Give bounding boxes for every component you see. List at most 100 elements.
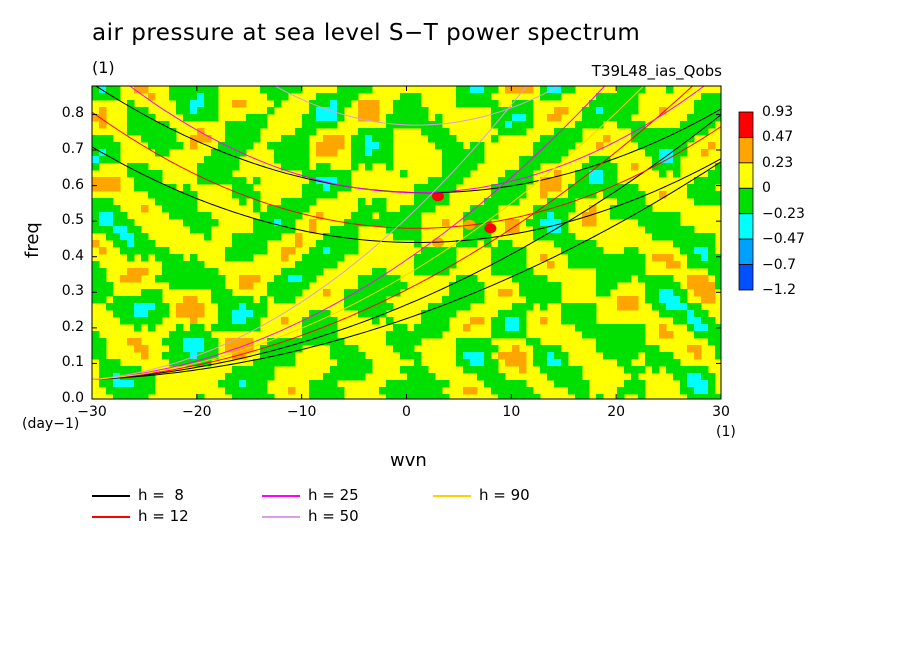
field-cell xyxy=(351,135,359,143)
field-cell xyxy=(92,114,100,122)
field-cell xyxy=(99,289,107,297)
field-cell xyxy=(267,394,275,399)
field-cell xyxy=(344,177,352,185)
field-cell xyxy=(386,282,394,290)
field-cell xyxy=(512,226,520,234)
field-cell xyxy=(617,331,625,339)
field-cell xyxy=(442,296,450,304)
field-cell xyxy=(603,254,611,262)
field-cell xyxy=(624,275,632,283)
field-cell xyxy=(288,275,296,283)
field-cell xyxy=(589,114,597,122)
field-cell xyxy=(540,296,548,304)
field-cell xyxy=(533,345,541,353)
field-cell xyxy=(407,219,415,227)
field-cell xyxy=(687,387,695,395)
field-cell xyxy=(316,170,324,178)
field-cell xyxy=(505,86,513,94)
field-cell xyxy=(638,128,646,136)
field-cell xyxy=(624,100,632,108)
field-cell xyxy=(155,254,163,262)
field-cell xyxy=(484,345,492,353)
field-cell xyxy=(99,373,107,381)
field-cell xyxy=(358,156,366,164)
field-cell xyxy=(372,156,380,164)
field-cell xyxy=(673,289,681,297)
field-cell xyxy=(498,261,506,269)
field-cell xyxy=(547,184,555,192)
field-cell xyxy=(659,275,667,283)
field-cell xyxy=(610,268,618,276)
field-cell xyxy=(239,142,247,150)
field-cell xyxy=(190,282,198,290)
field-cell xyxy=(372,128,380,136)
field-cell xyxy=(638,205,646,213)
field-cell xyxy=(603,93,611,101)
field-cell xyxy=(470,359,478,367)
field-cell xyxy=(631,212,639,220)
field-cell xyxy=(617,86,625,94)
field-cell xyxy=(519,317,527,325)
field-cell xyxy=(176,254,184,262)
field-cell xyxy=(176,331,184,339)
field-cell xyxy=(351,352,359,360)
field-cell xyxy=(589,261,597,269)
field-cell xyxy=(673,128,681,136)
field-cell xyxy=(141,317,149,325)
field-cell xyxy=(302,317,310,325)
field-cell xyxy=(204,352,212,360)
field-cell xyxy=(267,289,275,297)
field-cell xyxy=(330,191,338,199)
field-cell xyxy=(92,184,100,192)
field-cell xyxy=(659,289,667,297)
field-cell xyxy=(246,254,254,262)
field-cell xyxy=(134,387,142,395)
field-cell xyxy=(197,135,205,143)
field-cell xyxy=(344,184,352,192)
field-cell xyxy=(176,198,184,206)
field-cell xyxy=(687,191,695,199)
field-cell xyxy=(113,240,121,248)
field-cell xyxy=(456,177,464,185)
field-cell xyxy=(603,107,611,115)
field-cell xyxy=(512,198,520,206)
field-cell xyxy=(561,86,569,94)
colorbar-label: −1.2 xyxy=(762,282,796,298)
field-cell xyxy=(379,275,387,283)
field-cell xyxy=(169,205,177,213)
field-cell xyxy=(477,359,485,367)
field-cell xyxy=(169,268,177,276)
field-cell xyxy=(232,373,240,381)
field-cell xyxy=(708,191,716,199)
field-cell xyxy=(246,142,254,150)
field-cell xyxy=(225,296,233,304)
field-cell xyxy=(582,247,590,255)
field-cell xyxy=(519,177,527,185)
field-cell xyxy=(400,114,408,122)
field-cell xyxy=(134,184,142,192)
field-cell xyxy=(456,156,464,164)
field-cell xyxy=(617,268,625,276)
field-cell xyxy=(225,149,233,157)
field-cell xyxy=(547,156,555,164)
field-cell xyxy=(127,254,135,262)
field-cell xyxy=(589,170,597,178)
field-cell xyxy=(372,149,380,157)
field-cell xyxy=(428,247,436,255)
field-cell xyxy=(624,359,632,367)
dispersion-curve xyxy=(92,161,721,380)
x-axis-label: wvn xyxy=(390,450,427,471)
field-cell xyxy=(365,289,373,297)
field-cell xyxy=(575,128,583,136)
field-cell xyxy=(246,184,254,192)
field-cell xyxy=(659,254,667,262)
field-cell xyxy=(330,100,338,108)
field-cell xyxy=(141,135,149,143)
field-cell xyxy=(141,380,149,388)
field-cell xyxy=(400,226,408,234)
field-cell xyxy=(295,86,303,94)
field-cell xyxy=(344,352,352,360)
field-cell xyxy=(652,303,660,311)
field-cell xyxy=(393,212,401,220)
field-cell xyxy=(610,170,618,178)
